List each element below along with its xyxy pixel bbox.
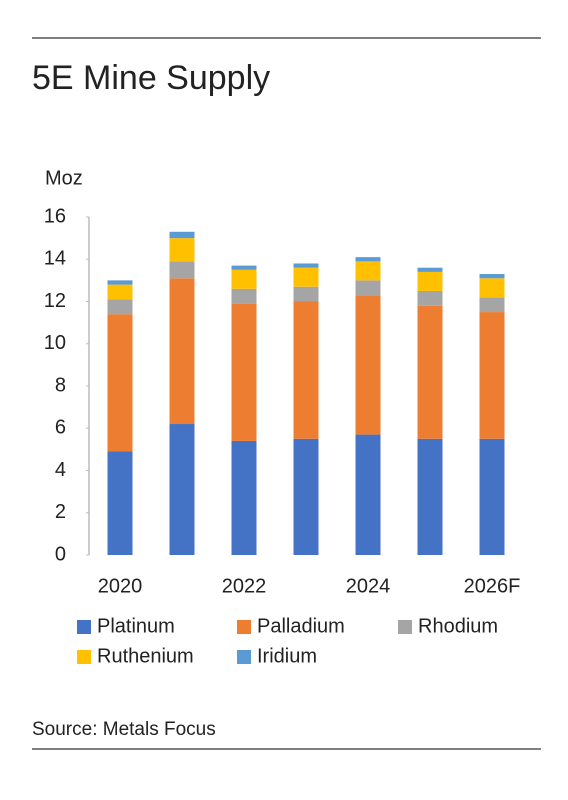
bar-segment — [107, 451, 133, 555]
bar-segment — [355, 280, 381, 296]
y-tick-label: 4 — [55, 459, 66, 481]
bar-segment — [417, 305, 443, 439]
legend-swatch — [77, 620, 91, 634]
bar-segment — [169, 231, 195, 239]
bar-segment — [293, 286, 319, 302]
x-tick-label: 2022 — [222, 575, 267, 597]
bar-segment — [293, 267, 319, 287]
legend-label: Rhodium — [418, 615, 498, 637]
bar-segment — [355, 257, 381, 262]
bar-segment — [479, 297, 505, 313]
bar-segment — [479, 312, 505, 439]
bar-segment — [231, 269, 257, 289]
bar-segment — [169, 238, 195, 262]
y-tick-label: 14 — [44, 248, 66, 270]
bar-segment — [355, 295, 381, 435]
y-tick-label: 8 — [55, 374, 66, 396]
y-tick-label: 2 — [55, 501, 66, 523]
bar-segment — [479, 278, 505, 298]
legend-label: Ruthenium — [97, 645, 194, 667]
bar-segment — [417, 271, 443, 291]
bar-segment — [417, 290, 443, 306]
bar-segment — [417, 267, 443, 272]
bar-segment — [107, 299, 133, 315]
source: Source: Metals Focus — [32, 719, 216, 740]
bar-segment — [107, 314, 133, 452]
y-tick-label: 16 — [44, 205, 66, 227]
chart-title: 5E Mine Supply — [32, 59, 270, 97]
y-tick-label: 6 — [55, 417, 66, 439]
bar-segment — [293, 438, 319, 555]
legend-swatch — [237, 650, 251, 664]
bar-segment — [479, 274, 505, 279]
bar-segment — [169, 424, 195, 555]
bar-segment — [355, 434, 381, 555]
bar-segment — [231, 288, 257, 304]
bar-segment — [231, 440, 257, 555]
bar-segment — [169, 261, 195, 279]
legend-swatch — [237, 620, 251, 634]
bar-segment — [479, 438, 505, 555]
y-axis-label: Moz — [45, 167, 83, 189]
legend-swatch — [398, 620, 412, 634]
x-tick-label: 2020 — [98, 575, 143, 597]
legend-label: Palladium — [257, 615, 345, 637]
y-tick-label: 0 — [55, 543, 66, 565]
x-tick-label: 2026F — [464, 575, 521, 597]
bar-segment — [293, 301, 319, 439]
bar-segment — [169, 278, 195, 425]
bar-segment — [417, 438, 443, 555]
legend-label: Iridium — [257, 645, 317, 667]
bar-segment — [231, 303, 257, 441]
bar-segment — [231, 265, 257, 270]
bar-segment — [355, 261, 381, 281]
legend-label: Platinum — [97, 615, 175, 637]
bar-segment — [107, 280, 133, 285]
y-tick-label: 10 — [44, 332, 66, 354]
y-tick-label: 12 — [44, 290, 66, 312]
x-tick-label: 2024 — [346, 575, 391, 597]
bar-segment — [293, 263, 319, 268]
bar-segment — [107, 284, 133, 300]
legend-swatch — [77, 650, 91, 664]
